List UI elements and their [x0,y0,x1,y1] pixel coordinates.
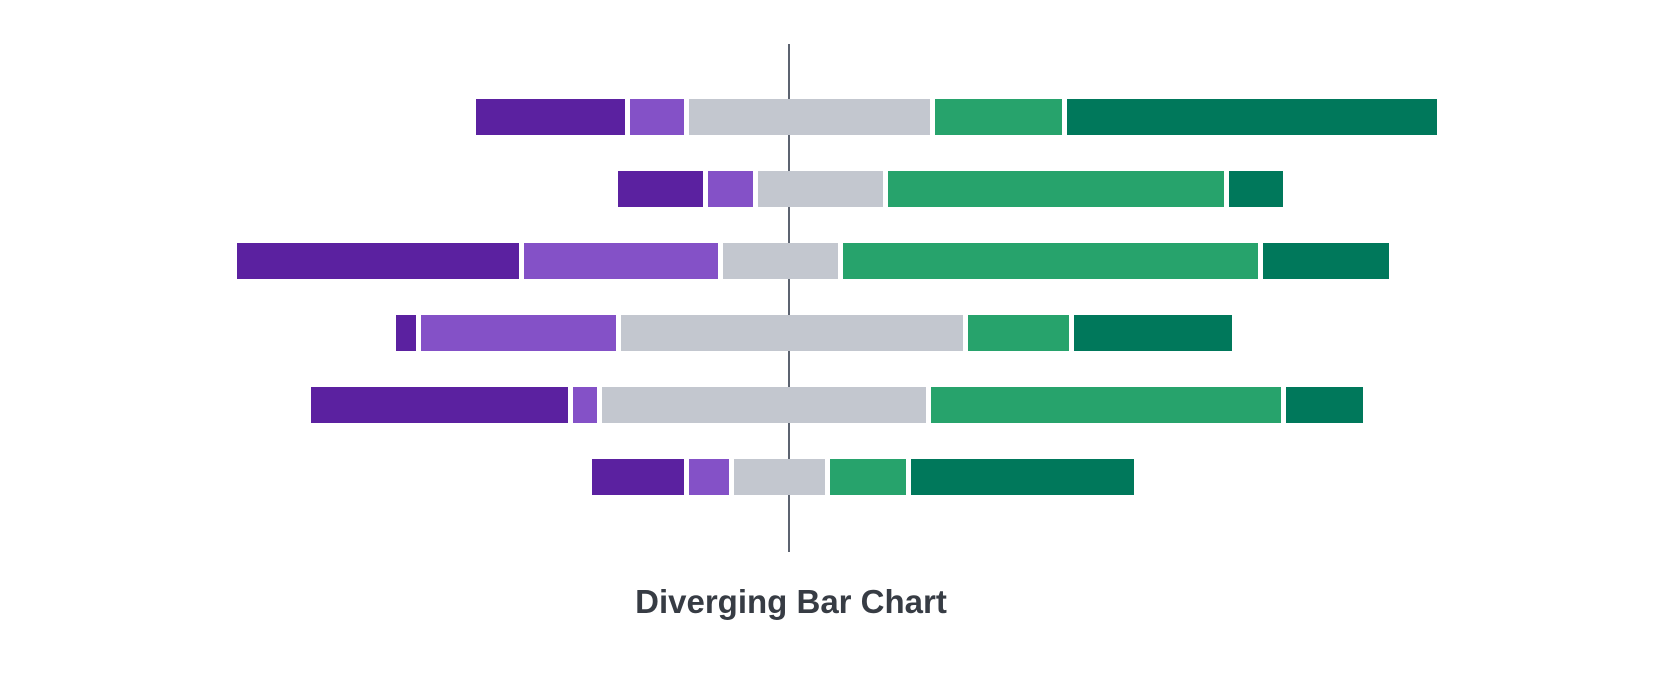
chart-title: Diverging Bar Chart [635,583,947,620]
bar-row-row-2 [0,171,1672,207]
bar-segment-negative [689,459,729,495]
bar-segment-negative [573,387,597,423]
bar-segment-positive [968,315,1069,351]
bar-segment-neutral [758,171,883,207]
bar-segment-strong-negative [592,459,684,495]
bar-segment-neutral [689,99,930,135]
bar-segment-strong-positive [911,459,1134,495]
bar-segment-strong-negative [396,315,416,351]
bar-segment-positive [830,459,906,495]
bar-segment-positive [935,99,1062,135]
bar-row-row-1 [0,99,1672,135]
bar-segment-neutral [621,315,963,351]
bar-segment-strong-positive [1074,315,1232,351]
bar-segment-strong-negative [476,99,625,135]
bar-segment-negative [524,243,718,279]
bar-segment-negative [421,315,616,351]
bar-row-row-3 [0,243,1672,279]
bar-segment-negative [630,99,684,135]
bar-row-row-5 [0,387,1672,423]
bar-segment-strong-positive [1286,387,1363,423]
bar-segment-neutral [723,243,838,279]
bar-segment-strong-negative [311,387,568,423]
bar-row-row-6 [0,459,1672,495]
bar-segment-strong-negative [618,171,703,207]
bar-segment-neutral [602,387,926,423]
center-axis-line [788,44,790,552]
bar-segment-strong-positive [1263,243,1389,279]
bar-segment-strong-positive [1229,171,1283,207]
bar-segment-neutral [734,459,825,495]
bar-segment-positive [931,387,1281,423]
bar-segment-positive [888,171,1224,207]
bar-segment-strong-positive [1067,99,1437,135]
bar-segment-negative [708,171,753,207]
bar-segment-strong-negative [237,243,519,279]
bar-segment-positive [843,243,1258,279]
bar-row-row-4 [0,315,1672,351]
